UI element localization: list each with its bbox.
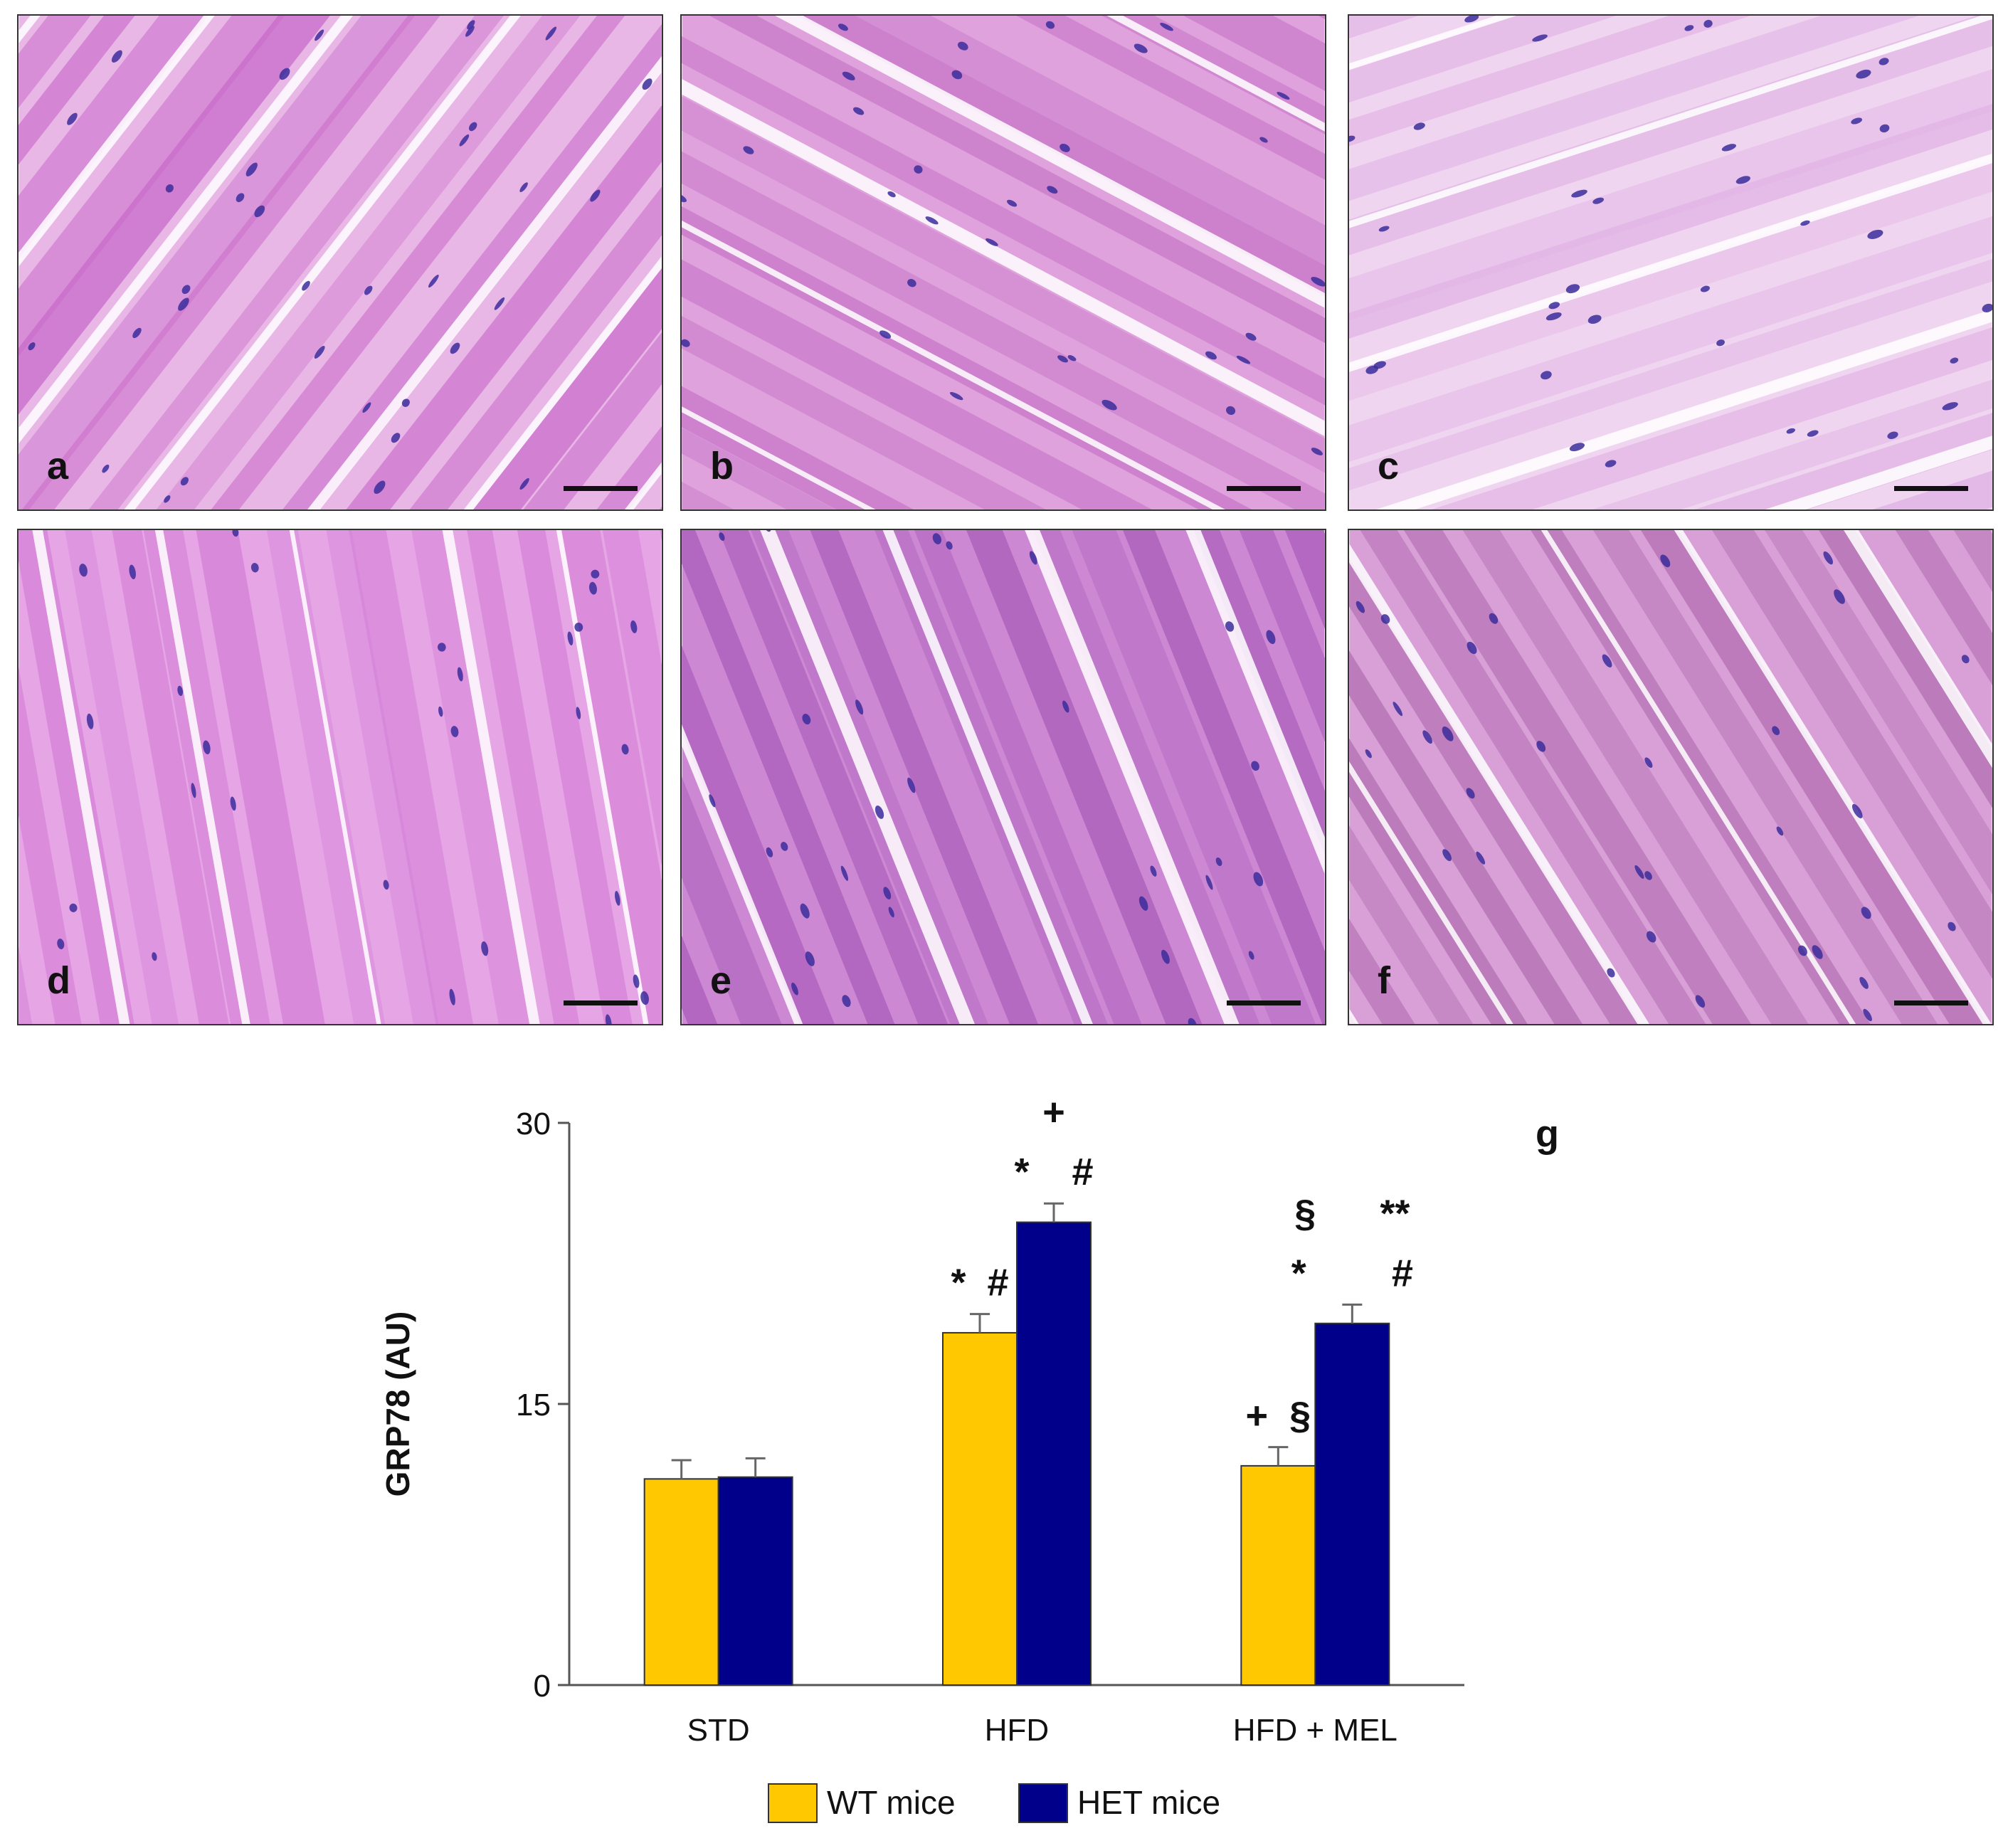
y-tick-label: 15 xyxy=(516,1388,551,1422)
scale-bar xyxy=(1227,486,1301,491)
micrograph-panel-a: a xyxy=(17,14,663,511)
bar xyxy=(719,1477,793,1685)
bar xyxy=(1017,1223,1091,1685)
chart-canvas: 0 15 30 GRP78 (AU) STD HFD HFD + MEL * # + * # + §… xyxy=(0,1032,2008,1844)
tissue-image xyxy=(1349,530,1992,1024)
panel-letter: d xyxy=(47,959,70,1003)
significance-marker: * # xyxy=(1014,1151,1093,1193)
tissue-image xyxy=(682,530,1325,1024)
tissue-image xyxy=(19,530,662,1024)
significance-marker: + xyxy=(1042,1091,1065,1134)
micrograph-panel-e: e xyxy=(680,529,1326,1025)
tissue-image xyxy=(682,16,1325,509)
tissue-image xyxy=(19,16,662,509)
legend-label: HET mice xyxy=(1077,1784,1220,1821)
y-tick-label: 0 xyxy=(534,1669,551,1704)
panel-letter: b xyxy=(710,444,734,488)
legend-label: WT mice xyxy=(827,1784,956,1821)
scale-bar xyxy=(564,1000,638,1005)
tissue-image xyxy=(1349,16,1992,509)
panel-letter: c xyxy=(1378,444,1399,488)
micrograph-panel-c: c xyxy=(1348,14,1994,511)
y-tick-label: 30 xyxy=(516,1107,551,1141)
significance-marker: * # xyxy=(1291,1252,1413,1294)
micrograph-panel-d: d xyxy=(17,529,663,1025)
x-tick-label: STD xyxy=(687,1713,750,1748)
bar xyxy=(1241,1466,1315,1685)
scale-bar xyxy=(1227,1000,1301,1005)
x-tick-label: HFD + MEL xyxy=(1233,1713,1397,1748)
grp78-bar-chart: 0 15 30 GRP78 (AU) STD HFD HFD + MEL * # + * # + §… xyxy=(0,1032,2008,1844)
panel-letter: f xyxy=(1378,959,1390,1003)
scale-bar xyxy=(1894,486,1968,491)
y-axis-label: GRP78 (AU) xyxy=(379,1311,416,1497)
bar xyxy=(943,1333,1017,1685)
bar xyxy=(645,1479,719,1685)
scale-bar xyxy=(564,486,638,491)
significance-marker: § ** xyxy=(1294,1192,1410,1235)
micrograph-panel-b: b xyxy=(680,14,1326,511)
panel-letter: a xyxy=(47,444,68,488)
micrograph-panel-f: f xyxy=(1348,529,1994,1025)
legend-swatch xyxy=(1019,1784,1067,1822)
legend-swatch xyxy=(768,1784,817,1822)
significance-marker: * # xyxy=(951,1262,1008,1304)
significance-marker: + § xyxy=(1246,1395,1311,1437)
bar xyxy=(1315,1324,1389,1685)
panel-letter: e xyxy=(710,959,731,1003)
scale-bar xyxy=(1894,1000,1968,1005)
panel-letter-g: g xyxy=(1536,1113,1559,1156)
x-tick-label: HFD xyxy=(985,1713,1049,1748)
